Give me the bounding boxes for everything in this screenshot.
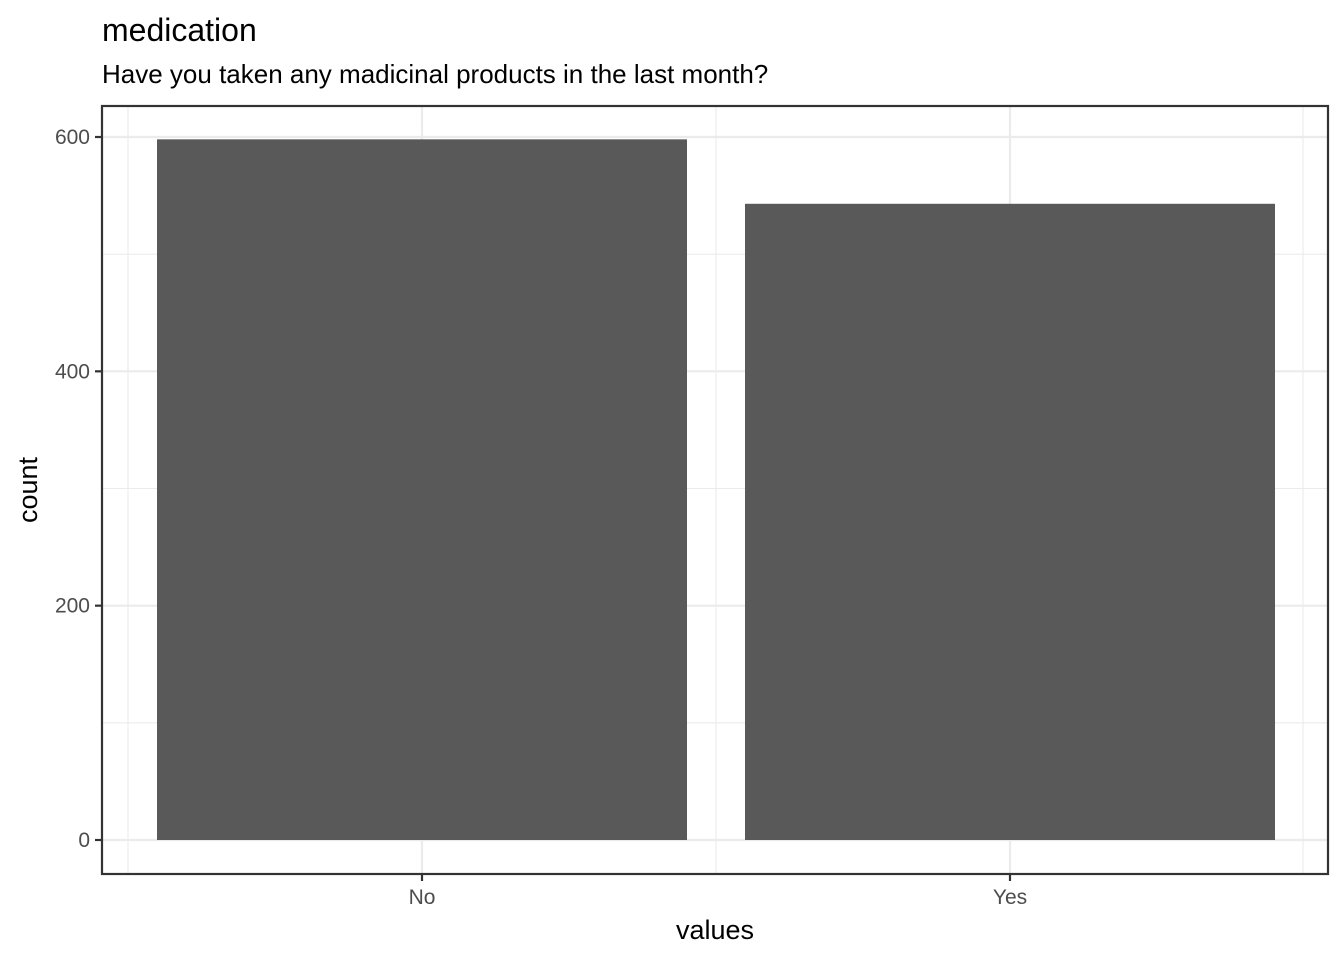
bars — [157, 139, 1275, 841]
x-tick-label: Yes — [993, 886, 1027, 909]
plot-panel — [100, 104, 1330, 876]
x-axis-title: values — [676, 915, 754, 945]
x-tick-label: No — [409, 886, 436, 909]
y-axis-title: count — [13, 456, 43, 523]
panel-border — [100, 104, 1330, 876]
y-tick-label: 600 — [55, 126, 90, 149]
chart-subtitle: Have you taken any madicinal products in… — [102, 59, 768, 89]
y-axis: 0 200 400 600 — [55, 126, 102, 852]
y-tick-label: 0 — [78, 829, 90, 852]
x-axis: No Yes — [409, 874, 1027, 909]
bar-no — [157, 139, 687, 841]
y-tick-label: 400 — [55, 360, 90, 383]
chart-title: medication — [102, 12, 257, 48]
y-tick-label: 200 — [55, 595, 90, 618]
bar-yes — [745, 203, 1275, 840]
